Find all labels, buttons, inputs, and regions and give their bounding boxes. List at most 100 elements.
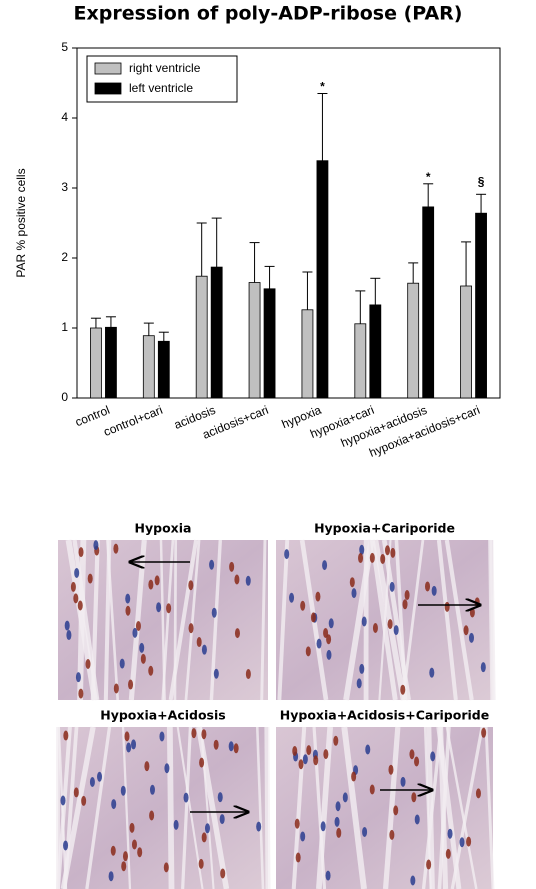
nucleus: [445, 848, 451, 859]
bar: [105, 326, 117, 399]
nucleus: [447, 828, 453, 839]
fiber: [369, 539, 398, 701]
nucleus: [414, 756, 420, 767]
micrograph: [58, 727, 268, 889]
fiber: [343, 539, 375, 701]
nucleus: [335, 801, 341, 812]
fiber: [184, 539, 201, 701]
nucleus: [111, 799, 117, 810]
fiber: [60, 726, 96, 889]
fiber: [260, 539, 267, 701]
nucleus: [129, 822, 135, 833]
nucleus: [411, 792, 417, 803]
nucleus: [78, 688, 84, 699]
chart-title: Expression of poly-ADP-ribose (PAR): [74, 3, 463, 25]
nucleus: [183, 792, 189, 803]
nucleus: [201, 832, 207, 843]
fiber: [445, 726, 478, 889]
nucleus: [425, 581, 431, 592]
nucleus: [393, 805, 399, 816]
fiber: [437, 726, 451, 889]
nucleus: [326, 649, 332, 660]
nucleus: [349, 577, 355, 588]
nucleus: [361, 616, 367, 627]
nucleus: [124, 731, 130, 742]
nucleus: [315, 591, 321, 602]
nucleus: [148, 665, 154, 676]
nucleus: [121, 861, 127, 872]
panel-title: Hypoxia+Acidosis: [100, 708, 225, 723]
nucleus: [87, 573, 93, 584]
nucleus: [125, 605, 131, 616]
nucleus: [204, 823, 210, 834]
annotation: §: [478, 174, 485, 188]
nucleus: [369, 552, 375, 563]
fiber: [484, 726, 495, 889]
nucleus: [159, 731, 165, 742]
nucleus: [108, 871, 114, 882]
nucleus: [97, 771, 103, 782]
nucleus: [110, 845, 116, 856]
nucleus: [351, 771, 357, 782]
bar: [407, 282, 420, 399]
nucleus: [213, 739, 219, 750]
y-tick-label: 2: [61, 250, 68, 264]
y-tick-label: 3: [61, 180, 68, 194]
fiber: [436, 539, 458, 701]
panel-title: Hypoxia+Acidosis+Cariporide: [280, 708, 489, 723]
nucleus: [201, 644, 207, 655]
nucleus: [289, 592, 295, 603]
nucleus: [125, 593, 131, 604]
nucleus: [300, 831, 306, 842]
nucleus: [81, 795, 87, 806]
nucleus: [132, 627, 138, 638]
bar: [369, 304, 382, 399]
fiber: [489, 539, 495, 701]
nucleus: [298, 759, 304, 770]
nucleus: [389, 829, 395, 840]
nucleus: [444, 601, 450, 612]
fiber: [277, 539, 290, 701]
nucleus: [463, 625, 469, 636]
nucleus: [234, 628, 240, 639]
nucleus: [256, 821, 262, 832]
annotation: *: [426, 170, 431, 184]
fiber: [341, 726, 367, 889]
fiber: [255, 726, 265, 889]
nucleus: [164, 763, 170, 774]
nucleus: [402, 599, 408, 610]
nucleus: [475, 788, 481, 799]
nucleus: [209, 559, 215, 570]
nucleus: [89, 777, 95, 788]
bar: [142, 335, 155, 399]
fiber: [426, 726, 435, 889]
nucleus: [469, 607, 475, 618]
nucleus: [295, 852, 301, 863]
nucleus: [199, 757, 205, 768]
nucleus: [326, 634, 332, 645]
fiber: [181, 726, 192, 889]
fiber: [436, 726, 462, 889]
nucleus: [75, 672, 81, 683]
nucleus: [389, 581, 395, 592]
nucleus: [380, 553, 386, 564]
panel-title: Hypoxia: [135, 521, 192, 536]
fiber: [382, 726, 401, 889]
legend-swatch: [94, 82, 122, 95]
fiber: [378, 539, 392, 701]
fiber: [85, 726, 112, 889]
nucleus: [359, 544, 365, 555]
nucleus: [306, 745, 312, 756]
nucleus: [305, 646, 311, 657]
nucleus: [316, 638, 322, 649]
fiber: [56, 726, 72, 889]
nucleus: [409, 749, 415, 760]
nucleus: [196, 637, 202, 648]
nucleus: [414, 814, 420, 825]
nucleus: [474, 597, 480, 608]
fiber: [209, 539, 222, 701]
nucleus: [66, 630, 72, 641]
nucleus: [163, 862, 169, 873]
nucleus: [85, 658, 91, 669]
